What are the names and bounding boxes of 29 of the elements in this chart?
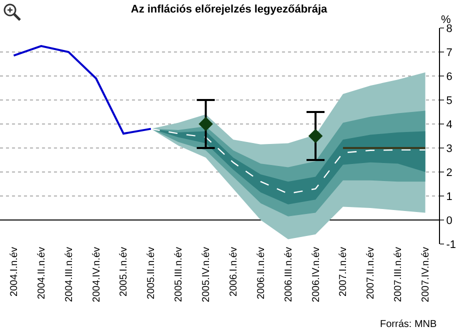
x-tick-label: 2005.I.n.év — [118, 247, 130, 296]
line-series — [12, 45, 152, 135]
x-tick-label: 2006.II.n.év — [256, 247, 267, 300]
x-tick-label: 2007.II.n.év — [366, 247, 377, 300]
x-tick-label: 2007.I.n.év — [338, 247, 350, 296]
y-tick-label: 1 — [446, 190, 452, 203]
x-tick-label: 2007.IV.n.év — [420, 247, 432, 302]
x-tick-label: 2005.III.n.év — [174, 247, 185, 302]
y-tick-label: 8 — [446, 22, 452, 35]
x-tick-label: 2006.III.n.év — [283, 247, 294, 302]
y-tick-label: 5 — [446, 94, 452, 107]
x-tick-label: 2007.III.n.év — [393, 247, 404, 302]
x-tick-label: 2005.IV.n.év — [201, 247, 212, 302]
x-tick-label: 2004.II.n.év — [36, 247, 48, 300]
x-tick-label: 2004.IV.n.év — [91, 247, 102, 302]
chart-title: Az inflációs előrejelzés legyezőábrája — [130, 4, 328, 16]
y-tick-label: 4 — [446, 118, 452, 131]
x-tick-label: 2006.IV.n.év — [310, 247, 322, 302]
y-tick-label: 0 — [446, 214, 452, 227]
x-tick-label: 2004.I.n.év — [8, 247, 20, 296]
text: Forrás: MNB — [380, 319, 437, 330]
y-tick-label: 6 — [446, 70, 452, 83]
y-tick-label: 7 — [446, 46, 452, 59]
x-tick-label: 2006.I.n.év — [228, 247, 240, 296]
x-tick-label: 2005.II.n.év — [146, 247, 158, 300]
y-tick-label: 2 — [446, 166, 452, 179]
y-tick-label: 3 — [446, 142, 452, 155]
y-tick-label: -1 — [446, 238, 456, 251]
x-tick-label: 2004.III.n.év — [64, 247, 75, 302]
